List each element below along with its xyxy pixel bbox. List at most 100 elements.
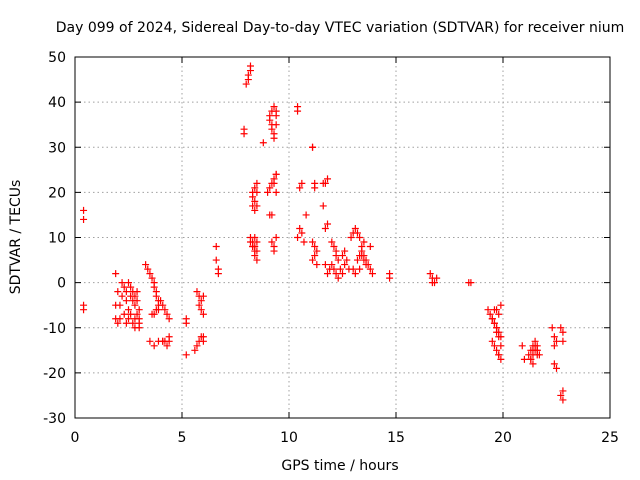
data-point <box>135 324 143 332</box>
data-point <box>197 306 205 314</box>
data-point <box>272 107 280 115</box>
data-point <box>251 206 259 214</box>
data-point <box>488 337 496 345</box>
data-point <box>150 310 158 318</box>
data-point <box>135 306 143 314</box>
data-point <box>116 301 124 309</box>
data-point <box>360 252 368 260</box>
data-point <box>490 319 498 327</box>
data-point <box>193 288 201 296</box>
data-point <box>150 342 158 350</box>
x-tick-label: 5 <box>178 430 187 446</box>
data-point <box>553 337 560 345</box>
data-point <box>133 297 141 305</box>
data-point <box>144 265 152 273</box>
data-point <box>321 224 329 232</box>
y-tick-label: -30 <box>43 411 66 427</box>
data-point <box>341 247 349 255</box>
data-point <box>336 265 344 273</box>
data-point <box>157 297 165 305</box>
data-point <box>319 202 327 210</box>
data-point <box>249 243 257 251</box>
data-point <box>246 238 254 246</box>
data-point <box>298 179 306 187</box>
data-point <box>334 274 342 282</box>
data-point <box>133 288 141 296</box>
data-point <box>330 265 338 273</box>
data-point <box>270 247 278 255</box>
data-point <box>120 283 128 291</box>
data-point <box>351 224 359 232</box>
data-point <box>80 215 88 223</box>
x-tick-label: 20 <box>494 430 512 446</box>
data-point <box>520 355 528 363</box>
y-tick-label: -20 <box>43 366 66 382</box>
data-point <box>366 243 374 251</box>
data-point <box>268 238 276 246</box>
data-point <box>332 270 340 278</box>
data-point <box>433 274 441 282</box>
data-point <box>550 360 558 368</box>
data-point <box>324 175 332 183</box>
data-point <box>368 270 376 278</box>
data-point <box>518 342 526 350</box>
data-point <box>268 211 276 219</box>
data-point <box>125 306 132 314</box>
y-tick-label: 0 <box>57 276 66 292</box>
data-point <box>146 337 154 345</box>
data-point <box>550 342 558 350</box>
chart-title: Day 099 of 2024, Sidereal Day-to-day VTE… <box>56 20 625 36</box>
data-point <box>294 234 302 241</box>
x-tick-label: 15 <box>387 430 405 446</box>
data-point <box>253 238 261 246</box>
data-point <box>165 333 173 341</box>
data-point <box>150 283 158 291</box>
data-point <box>328 238 336 246</box>
data-point <box>114 319 122 327</box>
data-point <box>80 306 88 314</box>
data-point <box>313 261 321 269</box>
data-point <box>268 125 276 133</box>
data-point <box>159 337 167 345</box>
data-point <box>199 337 207 345</box>
data-point <box>214 270 222 278</box>
data-point <box>259 139 267 147</box>
data-point <box>118 279 126 287</box>
x-tick-label: 0 <box>71 430 80 446</box>
data-point <box>127 310 135 318</box>
data-point <box>152 292 160 300</box>
data-point <box>324 220 332 228</box>
data-point <box>550 333 558 341</box>
data-point <box>246 62 254 70</box>
data-point <box>268 179 276 187</box>
data-point <box>339 252 346 260</box>
data-point <box>332 252 340 260</box>
data-point <box>264 188 272 196</box>
data-point <box>311 243 319 251</box>
data-point <box>386 274 394 282</box>
data-point <box>146 270 154 278</box>
data-point <box>493 346 501 354</box>
data-point <box>148 274 156 282</box>
data-point <box>488 315 496 323</box>
data-point <box>125 315 132 323</box>
data-point <box>490 342 498 350</box>
data-point <box>557 324 565 332</box>
data-point <box>426 270 434 278</box>
data-point <box>212 243 220 251</box>
data-point <box>122 319 130 327</box>
data-point <box>253 202 261 210</box>
data-point <box>495 351 503 359</box>
data-point <box>362 256 370 264</box>
data-points <box>80 62 567 404</box>
y-tick-label: -10 <box>43 321 66 337</box>
axis-ticks: 0 5 10 15 20 25 -30 -20 -10 0 10 20 30 40 50 <box>43 50 619 446</box>
data-point <box>557 391 565 399</box>
data-point <box>311 252 319 260</box>
x-axis-label: GPS time / hours <box>281 458 398 474</box>
data-point <box>266 112 274 120</box>
data-point <box>242 80 250 88</box>
x-tick-label: 25 <box>601 430 619 446</box>
data-point <box>122 297 130 305</box>
data-point <box>309 238 317 246</box>
